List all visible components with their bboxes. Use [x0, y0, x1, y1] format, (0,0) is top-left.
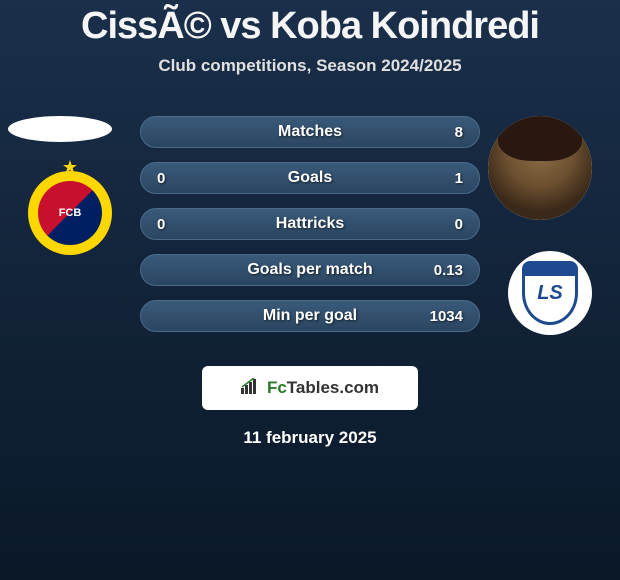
comparison-main: ★ FCB LS Matches 8 0 Goals 1: [0, 106, 620, 366]
stat-row: Min per goal 1034: [140, 300, 480, 332]
player-left-avatar: [8, 116, 112, 142]
stat-right-value: 1034: [430, 308, 463, 325]
stat-label: Matches: [278, 123, 342, 141]
stat-label: Goals: [288, 169, 332, 187]
chart-icon: [241, 378, 261, 399]
stat-right-value: 0.13: [434, 262, 463, 279]
stat-right-value: 8: [455, 124, 463, 141]
stat-row: Goals per match 0.13: [140, 254, 480, 286]
stat-right-value: 0: [455, 216, 463, 233]
stat-left-value: 0: [157, 216, 165, 233]
face-icon: [488, 116, 592, 220]
star-icon: ★: [62, 157, 78, 178]
player-left-column: [8, 116, 112, 142]
club-left-logo: ★ FCB: [28, 171, 112, 255]
club-right-logo: LS: [508, 251, 592, 335]
stat-right-value: 1: [455, 170, 463, 187]
player-right-avatar: [488, 116, 592, 220]
stat-row: Matches 8: [140, 116, 480, 148]
stat-row: 0 Hattricks 0: [140, 208, 480, 240]
ls-logo: LS: [508, 251, 592, 335]
stat-row: 0 Goals 1: [140, 162, 480, 194]
fcb-logo: ★ FCB: [28, 171, 112, 255]
stat-label: Hattricks: [276, 215, 344, 233]
comparison-date: 11 february 2025: [0, 428, 620, 448]
footer-brand: FcTables.com: [267, 378, 379, 398]
stat-label: Min per goal: [263, 307, 357, 325]
stat-rows: Matches 8 0 Goals 1 0 Hattricks 0 Goals …: [140, 116, 480, 346]
stat-left-value: 0: [157, 170, 165, 187]
stat-label: Goals per match: [247, 261, 372, 279]
fcb-shield: FCB: [38, 181, 102, 245]
ls-shield: LS: [522, 261, 578, 325]
player-right-column: [488, 116, 592, 220]
comparison-card: CissÃ© vs Koba Koindredi Club competitio…: [0, 0, 620, 448]
subtitle: Club competitions, Season 2024/2025: [0, 56, 620, 76]
page-title: CissÃ© vs Koba Koindredi: [0, 5, 620, 48]
footer-attribution[interactable]: FcTables.com: [202, 366, 418, 410]
